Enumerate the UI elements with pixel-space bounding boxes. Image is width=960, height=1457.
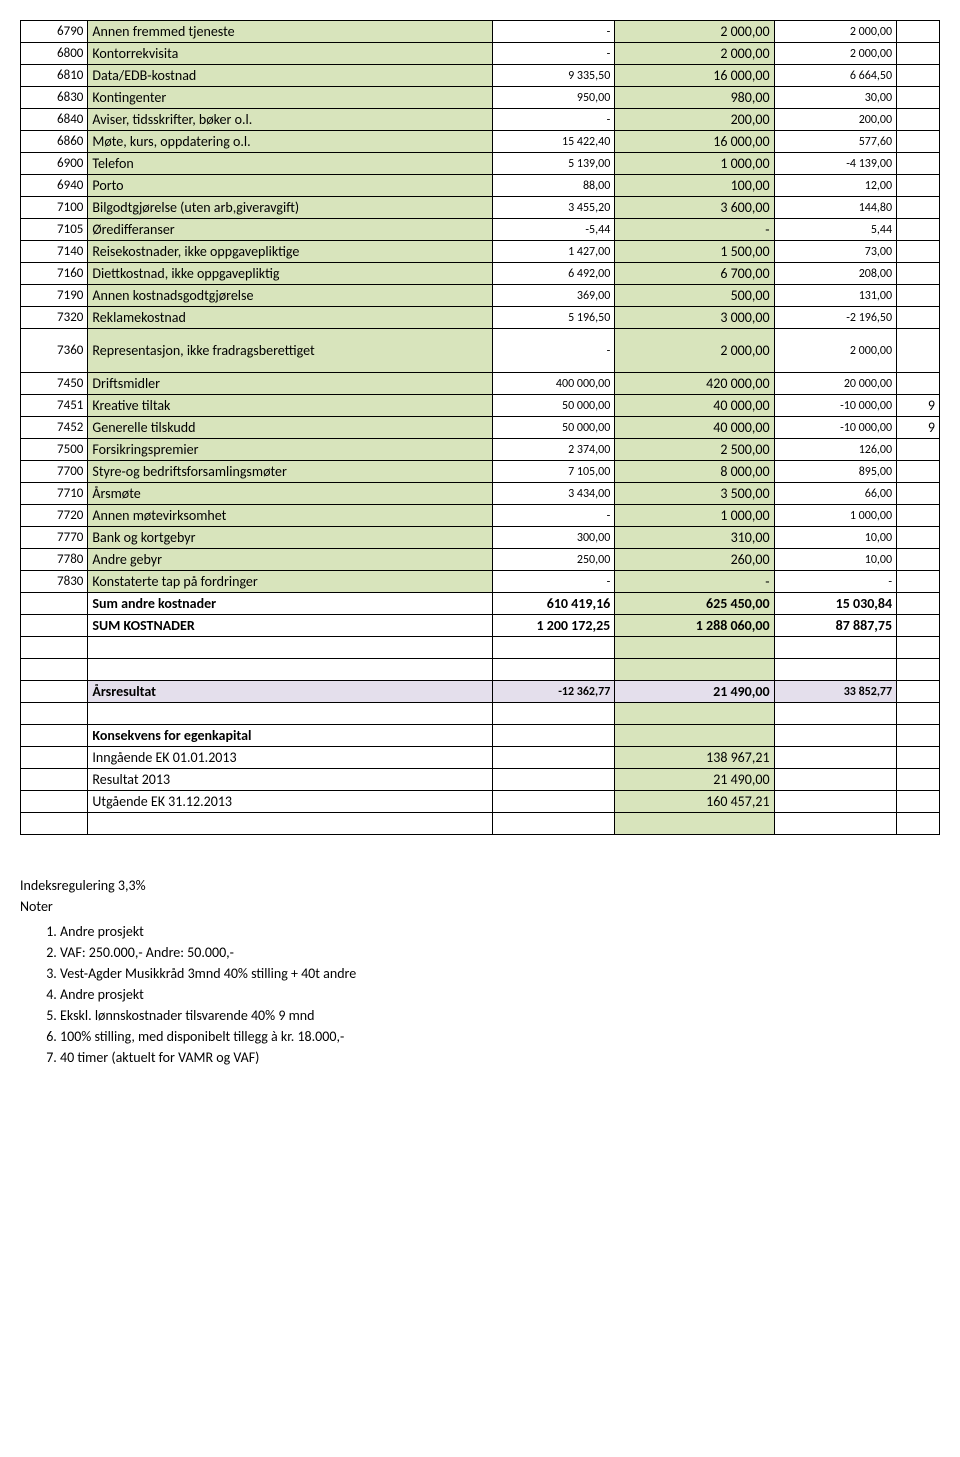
table-row: 7320Reklamekostnad5 196,503 000,00-2 196… [21, 307, 940, 329]
table-row: 7700Styre-og bedriftsforsamlingsmøter7 1… [21, 461, 940, 483]
table-row: 6940Porto88,00100,0012,00 [21, 175, 940, 197]
table-row: 6810Data/EDB-kostnad9 335,5016 000,006 6… [21, 65, 940, 87]
table-row: 7452Generelle tilskudd50 000,0040 000,00… [21, 417, 940, 439]
table-row: 7770Bank og kortgebyr300,00310,0010,00 [21, 527, 940, 549]
table-row: 6830Kontingenter950,00980,0030,00 [21, 87, 940, 109]
table-row: Sum andre kostnader610 419,16625 450,001… [21, 593, 940, 615]
table-row: 7710Årsmøte3 434,003 500,0066,00 [21, 483, 940, 505]
note-item: Vest-Agder Musikkråd 3mnd 40% stilling +… [60, 963, 940, 984]
table-row: 7450Driftsmidler400 000,00420 000,0020 0… [21, 373, 940, 395]
note-item: Andre prosjekt [60, 921, 940, 942]
ek-row: Resultat 201321 490,00 [21, 769, 940, 791]
note-item: Ekskl. lønnskostnader tilsvarende 40% 9 … [60, 1005, 940, 1026]
table-row: 7780Andre gebyr250,00260,0010,00 [21, 549, 940, 571]
ek-row: Inngående EK 01.01.2013138 967,21 [21, 747, 940, 769]
ek-header-row: Konsekvens for egenkapital [21, 725, 940, 747]
table-row: 7360Representasjon, ikke fradragsberetti… [21, 329, 940, 373]
result-row: Årsresultat -12 362,77 21 490,00 33 852,… [21, 681, 940, 703]
table-row: 6900Telefon5 139,001 000,00-4 139,00 [21, 153, 940, 175]
table-row: 7105Øredifferanser-5,44-5,44 [21, 219, 940, 241]
table-row: 6860Møte, kurs, oppdatering o.l.15 422,4… [21, 131, 940, 153]
table-row: 7830Konstaterte tap på fordringer--- [21, 571, 940, 593]
table-row: 7720Annen møtevirksomhet-1 000,001 000,0… [21, 505, 940, 527]
table-row: 6790Annen fremmed tjeneste-2 000,002 000… [21, 21, 940, 43]
note-item: VAF: 250.000,- Andre: 50.000,- [60, 942, 940, 963]
budget-table: 6790Annen fremmed tjeneste-2 000,002 000… [20, 20, 940, 835]
ek-row: Utgående EK 31.12.2013160 457,21 [21, 791, 940, 813]
table-row: 7500Forsikringspremier2 374,002 500,0012… [21, 439, 940, 461]
table-row: 6840Aviser, tidsskrifter, bøker o.l.-200… [21, 109, 940, 131]
table-row: 7140Reisekostnader, ikke oppgavepliktige… [21, 241, 940, 263]
note-item: 40 timer (aktuelt for VAMR og VAF) [60, 1047, 940, 1068]
table-row: 7190Annen kostnadsgodtgjørelse369,00500,… [21, 285, 940, 307]
table-row: 7160Diettkostnad, ikke oppgavepliktig6 4… [21, 263, 940, 285]
table-row: 7100Bilgodtgjørelse (uten arb,giveravgif… [21, 197, 940, 219]
note-item: Andre prosjekt [60, 984, 940, 1005]
note-item: 100% stilling, med disponibelt tillegg à… [60, 1026, 940, 1047]
table-row: SUM KOSTNADER1 200 172,251 288 060,0087 … [21, 615, 940, 637]
footer-notes: Indeksregulering 3,3% Noter Andre prosje… [20, 875, 940, 1068]
table-row: 6800Kontorrekvisita-2 000,002 000,00 [21, 43, 940, 65]
table-row: 7451Kreative tiltak50 000,0040 000,00-10… [21, 395, 940, 417]
